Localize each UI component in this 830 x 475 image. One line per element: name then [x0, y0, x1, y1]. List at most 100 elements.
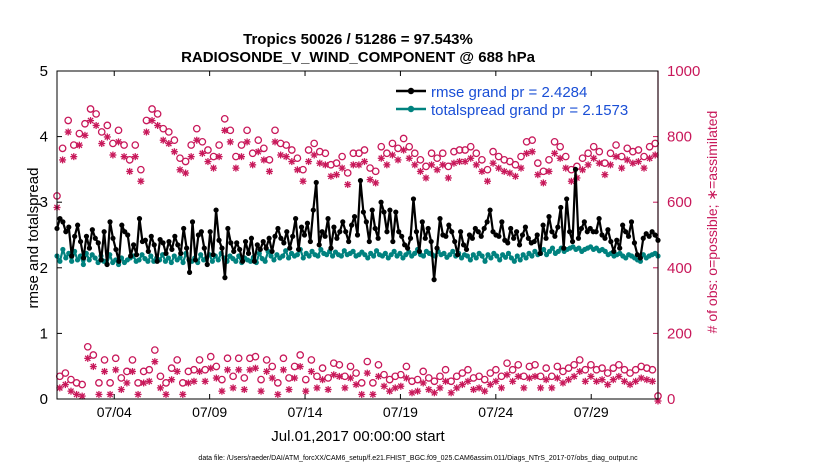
obs-possible-marker: [301, 375, 310, 384]
obs-assimilated-marker: [235, 366, 243, 374]
obs-assimilated-marker: [324, 386, 332, 394]
obs-possible-marker: [335, 360, 344, 369]
rmse-point: [354, 232, 361, 238]
rmse-point: [543, 235, 549, 241]
obs-assimilated-marker: [145, 377, 153, 385]
rmse-point: [337, 229, 343, 235]
obs-assimilated-marker: [179, 390, 187, 398]
rmse-point: [234, 240, 240, 246]
obs-assimilated-marker: [637, 374, 645, 382]
obs-assimilated-marker: [355, 161, 363, 169]
spread-point: [441, 250, 447, 256]
obs-assimilated-marker: [397, 382, 405, 390]
rmse-point: [416, 248, 422, 254]
obs-possible-marker: [64, 116, 73, 125]
obs-possible-marker: [511, 160, 520, 169]
obs-assimilated-marker: [604, 381, 612, 389]
rmse-point: [628, 219, 635, 225]
obs-possible-marker: [187, 141, 196, 149]
obs-assimilated-marker: [537, 384, 545, 392]
obs-possible-marker: [355, 149, 363, 158]
rmse-point: [298, 224, 305, 230]
obs-assimilated-marker: [352, 381, 360, 389]
obs-assimilated-marker: [190, 377, 198, 385]
spread-point: [69, 258, 75, 264]
obs-assimilated-marker: [131, 153, 139, 161]
rmse-point: [189, 219, 196, 225]
spread-point: [482, 258, 488, 264]
obs-assimilated-marker: [458, 381, 466, 389]
rmse-point: [331, 224, 337, 230]
obs-assimilated-marker: [444, 174, 452, 182]
rmse-point: [313, 179, 319, 186]
obs-assimilated-marker: [215, 153, 223, 161]
rmse-point: [145, 248, 151, 254]
obs-possible-marker: [380, 370, 388, 379]
spread-point: [294, 252, 300, 258]
obs-possible-marker: [195, 356, 204, 364]
obs-assimilated-marker: [503, 371, 511, 379]
obs-assimilated-marker: [263, 367, 271, 375]
rmse-point: [104, 261, 110, 268]
rmse-point: [569, 238, 576, 245]
obs-assimilated-marker: [394, 156, 402, 164]
rmse-point: [269, 248, 275, 254]
obs-assimilated-marker: [374, 372, 382, 380]
rmse-point: [558, 204, 564, 211]
y-tick-label-right: 1000: [667, 63, 700, 80]
rmse-point: [237, 246, 243, 253]
obs-assimilated-marker: [70, 153, 78, 161]
obs-assimilated-marker: [184, 379, 192, 387]
obs-possible-marker: [478, 155, 486, 164]
spread-point: [397, 250, 403, 256]
obs-assimilated-marker: [305, 158, 313, 166]
rmse-point: [446, 222, 452, 228]
obs-possible-marker: [436, 372, 444, 381]
obs-assimilated-marker: [293, 166, 301, 174]
rmse-point: [478, 233, 484, 239]
spread-point: [511, 258, 517, 264]
obs-assimilated-marker: [626, 381, 634, 389]
obs-assimilated-marker: [598, 376, 606, 384]
y-tick-label-right: 800: [667, 129, 692, 146]
obs-possible-marker: [533, 159, 542, 167]
obs-assimilated-marker: [344, 181, 352, 189]
spread-point: [306, 253, 312, 259]
obs-assimilated-marker: [411, 161, 419, 169]
obs-assimilated-marker: [168, 376, 176, 384]
rmse-point: [460, 242, 467, 248]
rmse-point: [620, 222, 626, 228]
obs-assimilated-marker: [464, 377, 472, 385]
rmse-point: [387, 207, 393, 213]
obs-assimilated-marker: [581, 377, 589, 385]
obs-assimilated-marker: [170, 148, 178, 156]
y-tick-label-right: 400: [667, 260, 692, 277]
spread-point: [473, 255, 479, 261]
rmse-point: [304, 220, 311, 226]
obs-possible-marker: [631, 365, 640, 374]
y-tick-label-left: 3: [40, 194, 48, 211]
spread-point: [464, 253, 471, 259]
obs-possible-marker: [220, 114, 229, 123]
obs-assimilated-marker: [109, 151, 117, 159]
obs-possible-marker: [458, 369, 467, 377]
rmse-point: [537, 250, 543, 256]
obs-possible-marker: [148, 105, 156, 113]
spread-point: [315, 253, 321, 259]
rmse-point: [63, 229, 69, 235]
obs-possible-marker: [100, 356, 109, 364]
obs-assimilated-marker: [87, 117, 95, 125]
obs-possible-marker: [542, 364, 551, 372]
obs-possible-marker: [648, 365, 657, 374]
obs-possible-marker: [553, 362, 562, 371]
rmse-point: [419, 219, 425, 225]
obs-assimilated-marker: [517, 164, 525, 172]
footer-text: data file: /Users/raeder/DAI/ATM_forcXX/…: [198, 455, 638, 462]
rmse-point: [136, 216, 143, 222]
spread-point: [92, 255, 98, 261]
obs-possible-marker: [531, 360, 539, 369]
obs-possible-marker: [92, 110, 100, 118]
spread-point: [406, 249, 412, 255]
obs-assimilated-marker: [360, 158, 368, 166]
obs-assimilated-marker: [640, 164, 648, 172]
